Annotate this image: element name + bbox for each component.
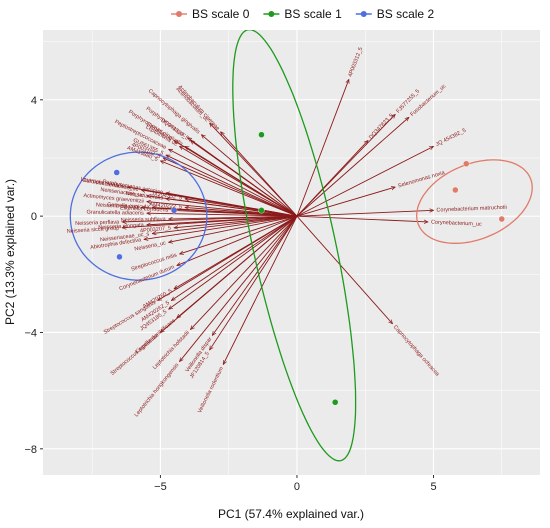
loading-label: Actinomyces graevenitzii [83,193,144,205]
loading-arrow [160,161,298,217]
loading-arrow [180,215,298,254]
x-axis-title: PC1 (57.4% explained var.) [218,507,364,521]
legend-label: BS scale 1 [284,7,342,21]
loading-label: Neisseriaceae_uc_s [100,231,150,243]
loading-arrow [174,215,298,289]
loading-arrow [296,215,428,222]
loading-label: JX294352_5 [151,191,182,202]
score-point [170,207,178,214]
x-tick-label: 0 [294,481,300,493]
loading-arrow [296,117,409,217]
loading-arrow [152,215,298,233]
y-tick-label: 0 [31,211,37,223]
loading-arrow [169,215,298,309]
y-tick-label: −8 [24,444,37,456]
loading-arrow [296,141,368,217]
legend-key-dot [176,11,182,17]
axes: −5 0 5 −8 −4 0 4 [24,95,436,493]
loading-arrow [180,146,298,217]
loading-arrow [296,187,395,217]
group-ellipse [69,151,208,281]
group-ellipses [69,30,533,462]
loading-arrow [296,79,349,217]
legend-key-dot [360,11,367,17]
loading-arrow [296,145,434,217]
loading-label: Granulicatella adiacens [87,210,145,217]
loading-arrow [185,207,297,217]
score-point [331,399,339,406]
loading-label: Neisseria cinerea [96,202,140,210]
legend-label: BS scale 0 [192,7,250,21]
loading-label: Neisseria elongata [98,222,145,231]
loading-arrow [212,215,298,335]
loading-label: AM420222_5 [149,202,182,211]
group-ellipse [416,159,533,244]
loading-label: Corynebacterium matruchotii [436,205,507,214]
grid-lines [43,30,540,475]
loading-arrows [122,79,433,364]
loading-label: Neisseria subflava [121,217,167,224]
loading-label: Neisseriaceae_uc [100,187,144,199]
loading-label: 4P003207_5 [140,226,172,235]
score-point [116,253,123,261]
loading-arrow [185,199,298,217]
score-point [258,131,265,138]
loading-arrow [166,154,298,217]
loading-label: Eikenella corrodens [120,205,169,213]
legend-label: BS scale 2 [377,7,435,21]
y-tick-label: 4 [31,95,37,107]
loading-arrow [163,157,298,217]
score-point [258,207,265,214]
loading-arrow [174,215,298,228]
loading-arrow [160,215,298,332]
score-point [452,186,459,194]
y-axis-title: PC2 (13.3% explained var.) [3,179,17,325]
score-point [463,160,470,167]
loading-arrow [144,215,298,239]
legend: BS scale 0 BS scale 1 BS scale 2 [171,7,434,21]
loading-label: Neisseria sicca group [67,225,120,234]
plot-panel [43,30,540,475]
x-tick-label: −5 [154,481,167,493]
loading-arrow [122,215,297,222]
loading-arrow [147,213,297,217]
group-ellipse [232,30,357,462]
legend-key-dot [268,11,275,17]
loading-arrow [190,215,298,329]
loading-arrow [190,141,298,217]
loading-arrow [169,215,298,242]
loading-label: Corynebacterium_uc [431,220,482,228]
loading-arrow [166,193,298,217]
score-point [113,169,120,176]
loading-label: Gemella cunicula [107,202,150,211]
loading-arrow [169,148,298,217]
loading-arrow [296,215,393,324]
score-points [113,131,505,406]
loading-arrow [177,215,298,265]
loading-arrow [147,215,297,225]
loading-label: Neisseria perflava [75,219,120,226]
loading-arrow [221,132,298,217]
loading-arrow [222,215,298,364]
loading-arrow [171,215,298,300]
loading-arrow [147,202,298,217]
loading-arrow [180,215,298,361]
loading-arrow [296,210,434,217]
loading-arrow [171,210,297,217]
loading-arrow [201,135,298,217]
loading-label: Neisseria oralis [125,191,163,202]
loading-arrow [210,215,298,350]
score-point [498,215,505,223]
y-tick-label: −4 [24,327,37,339]
loading-arrow [166,199,298,217]
x-tick-label: 5 [430,481,436,493]
